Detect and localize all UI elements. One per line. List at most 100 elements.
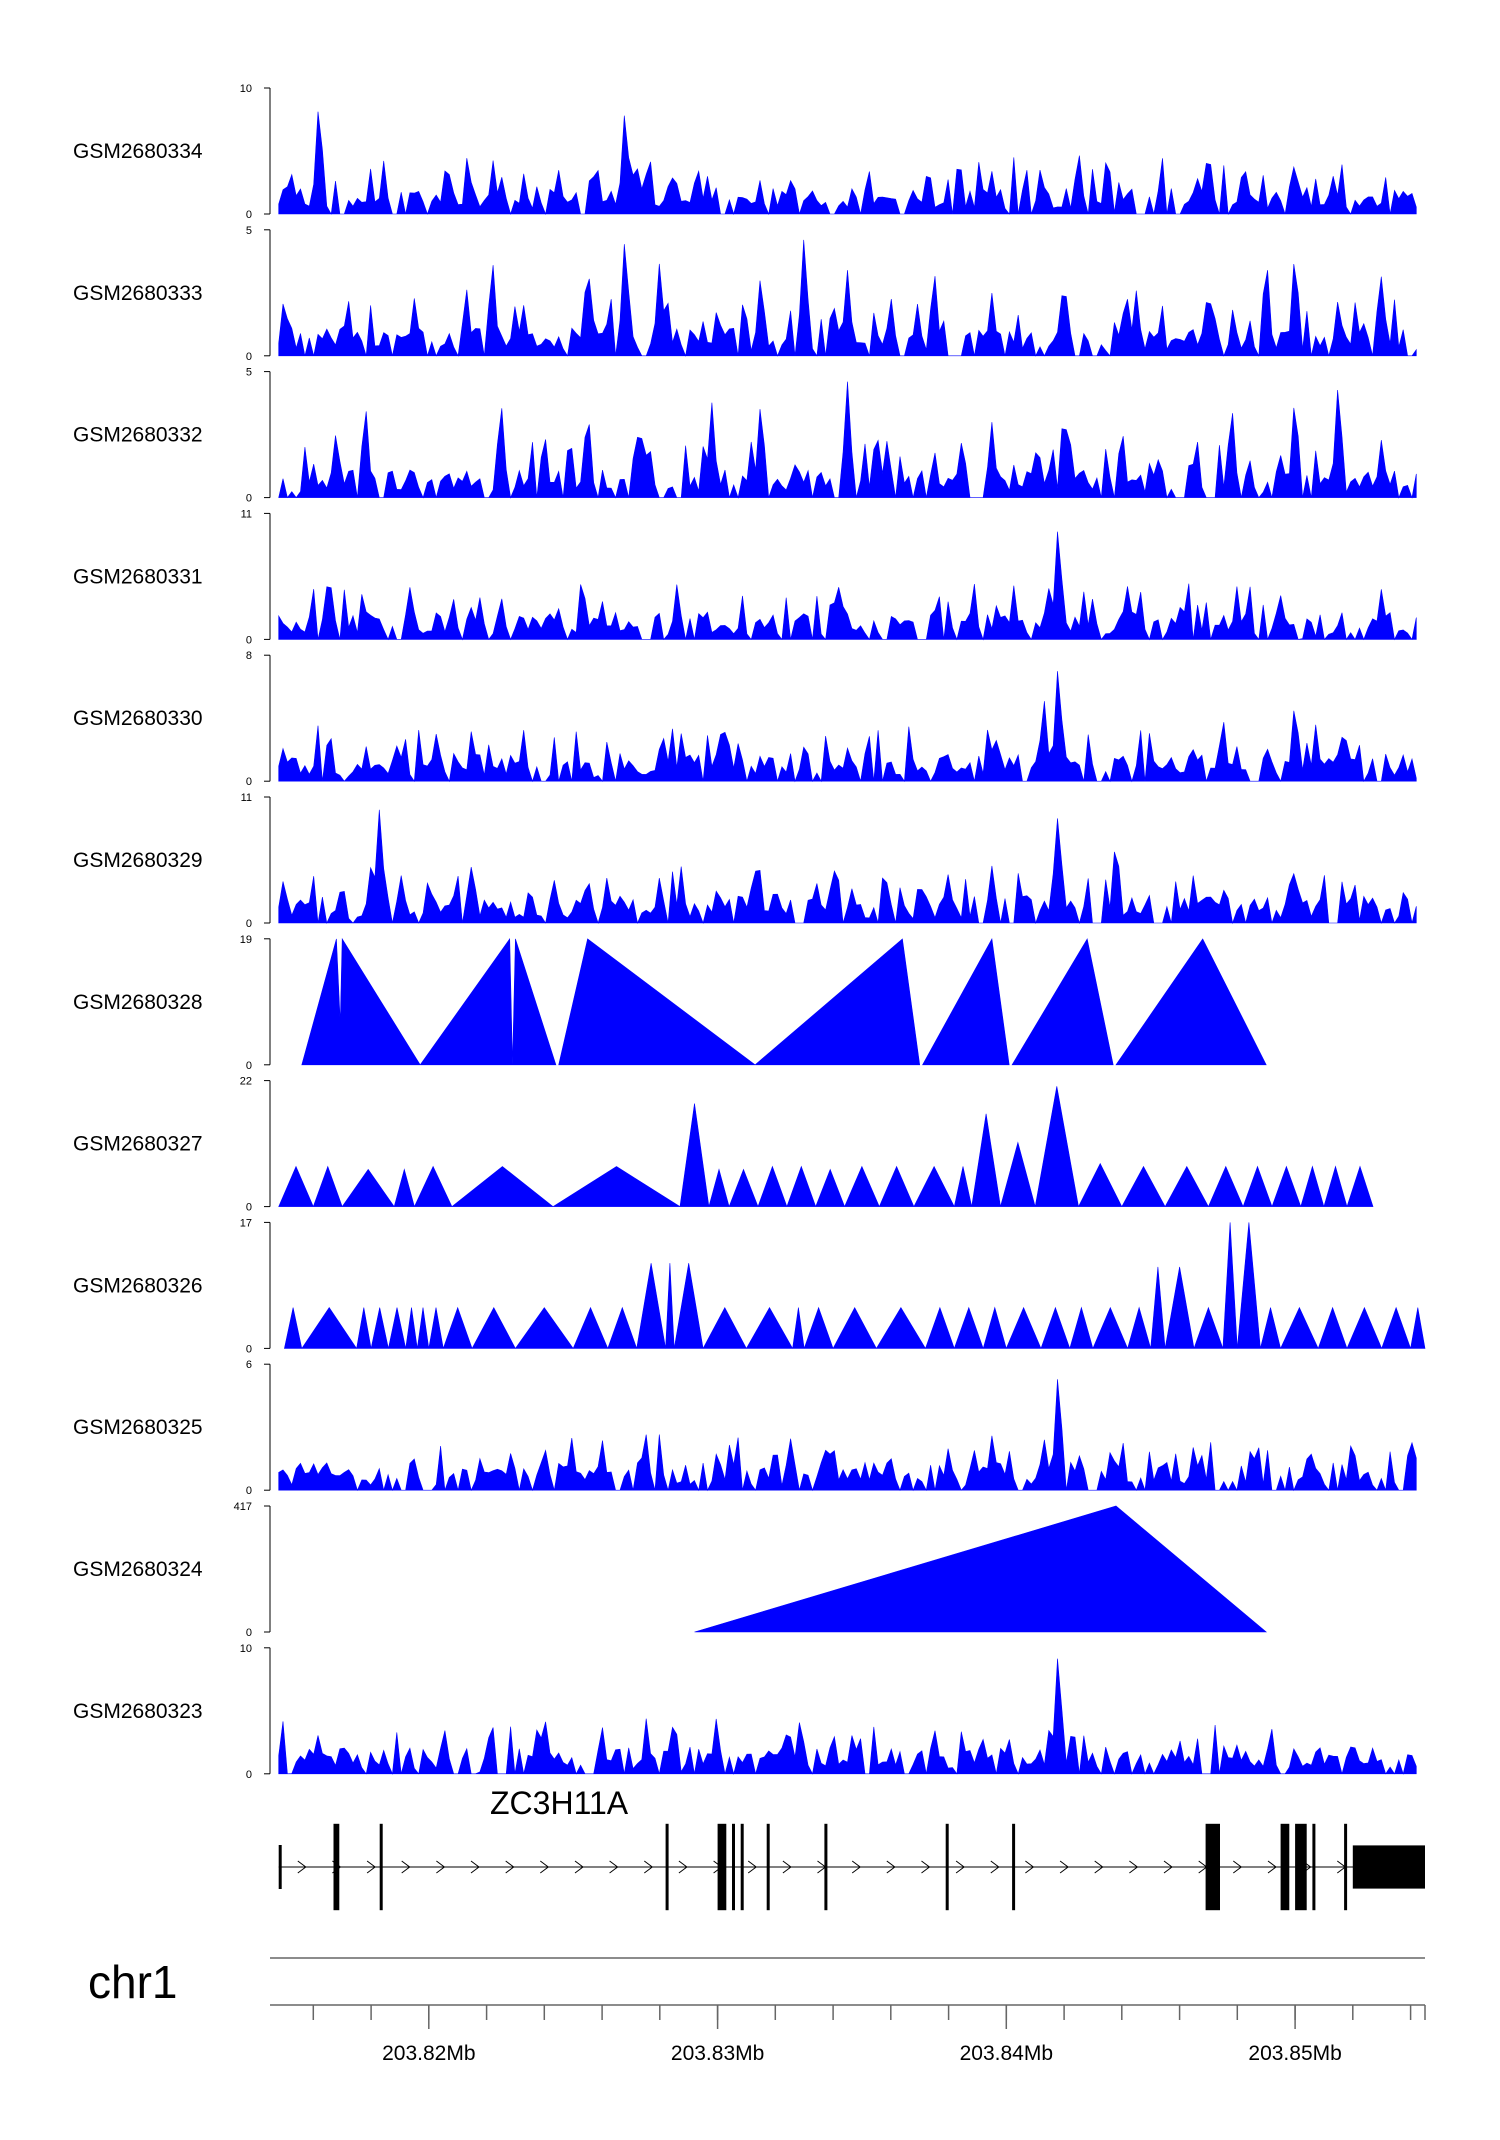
y-max-label: 11: [241, 792, 252, 804]
exon: [333, 1823, 340, 1911]
coverage-GSM2680326: [284, 1222, 1426, 1349]
strand-chevron: [470, 1860, 480, 1874]
track-GSM2680324: GSM2680324 417 0: [73, 1501, 1268, 1639]
gene-label: ZC3H11A: [490, 1785, 629, 1821]
strand-chevron: [540, 1860, 550, 1874]
strand-chevron: [1059, 1860, 1069, 1874]
y-max-label: 417: [234, 1501, 252, 1513]
strand-chevron: [921, 1860, 931, 1874]
track-label: GSM2680331: [73, 565, 203, 588]
strand-chevron: [574, 1860, 584, 1874]
y-min-label: 0: [246, 1202, 252, 1214]
exon: [1012, 1823, 1016, 1911]
coverage-GSM2680323: [278, 1658, 1417, 1775]
track-label: GSM2680333: [73, 282, 203, 305]
y-min-label: 0: [246, 1627, 252, 1639]
track-GSM2680330: GSM2680330 8 0: [73, 650, 1417, 788]
y-min-label: 0: [246, 918, 252, 930]
exon: [824, 1823, 828, 1911]
coverage-GSM2680330: [278, 671, 1417, 783]
strand-chevron: [297, 1860, 307, 1874]
exon: [740, 1823, 744, 1911]
strand-chevron: [886, 1860, 896, 1874]
coverage-GSM2680327: [278, 1086, 1374, 1207]
coverage-GSM2680329: [278, 809, 1417, 925]
track-GSM2680326: GSM2680326 17 0: [73, 1217, 1426, 1355]
strand-chevron: [851, 1860, 862, 1874]
y-min-label: 0: [246, 1485, 252, 1497]
y-min-label: 0: [246, 1769, 252, 1781]
strand-chevron: [366, 1860, 376, 1874]
y-min-label: 0: [246, 1060, 252, 1072]
y-max-label: 5: [246, 367, 252, 379]
coverage-GSM2680328: [301, 937, 1267, 1066]
strand-chevron: [678, 1860, 688, 1874]
y-max-label: 6: [246, 1359, 252, 1371]
strand-chevron: [1094, 1860, 1104, 1874]
exon: [1280, 1823, 1290, 1911]
gene-track: ZC3H11A: [278, 1785, 1425, 1911]
coverage-GSM2680334: [278, 111, 1417, 216]
y-max-label: 10: [240, 83, 252, 95]
strand-chevron: [401, 1860, 411, 1874]
track-label: GSM2680334: [73, 140, 203, 163]
exon: [1205, 1823, 1220, 1911]
strand-chevron: [609, 1860, 619, 1874]
data-tracks: GSM2680334100GSM268033350GSM268033250GSM…: [73, 83, 1426, 1781]
track-GSM2680327: GSM2680327 22 0: [73, 1076, 1374, 1214]
strand-chevron: [1233, 1860, 1243, 1874]
exon: [717, 1823, 727, 1911]
y-min-label: 0: [246, 493, 252, 505]
exon: [665, 1823, 669, 1911]
exon: [1312, 1823, 1316, 1911]
track-label: GSM2680329: [73, 849, 203, 872]
y-min-label: 0: [246, 209, 252, 221]
chromosome-label: chr1: [88, 1956, 177, 2008]
y-max-label: 11: [241, 508, 252, 520]
chromosome-axis: chr1 203.82Mb 203.83Mb 203.84Mb 203.85Mb: [88, 1956, 1426, 2065]
exon: [278, 1845, 282, 1889]
strand-chevron: [1025, 1860, 1035, 1874]
track-GSM2680329: GSM2680329 11 0: [73, 792, 1417, 930]
x-tick-label: 203.82Mb: [382, 2042, 475, 2065]
strand-chevron: [955, 1860, 965, 1874]
track-label: GSM2680324: [73, 1558, 203, 1581]
y-min-label: 0: [246, 351, 252, 363]
y-max-label: 19: [240, 934, 252, 946]
strand-chevron: [990, 1860, 1000, 1874]
exon: [945, 1823, 949, 1911]
strand-chevron: [436, 1860, 446, 1874]
exon: [1344, 1823, 1348, 1911]
coverage-GSM2680332: [278, 381, 1417, 499]
track-GSM2680323: GSM2680323 10 0: [73, 1643, 1417, 1781]
track-label: GSM2680330: [73, 707, 203, 730]
y-min-label: 0: [246, 776, 252, 788]
track-GSM2680331: GSM2680331 11 0: [73, 508, 1417, 646]
track-GSM2680332: GSM2680332 5 0: [73, 367, 1417, 505]
strand-chevron: [747, 1860, 758, 1874]
y-max-label: 8: [246, 650, 252, 662]
y-min-label: 0: [246, 634, 252, 646]
track-GSM2680325: GSM2680325 6 0: [73, 1359, 1417, 1497]
y-max-label: 10: [240, 1643, 252, 1655]
track-label: GSM2680332: [73, 424, 203, 447]
y-max-label: 22: [240, 1076, 252, 1088]
track-label: GSM2680323: [73, 1700, 203, 1723]
track-GSM2680333: GSM2680333 5 0: [73, 225, 1417, 363]
exon: [732, 1823, 735, 1911]
x-tick-label: 203.85Mb: [1248, 2042, 1341, 2065]
coverage-GSM2680333: [278, 239, 1417, 357]
exon: [1295, 1823, 1307, 1911]
track-label: GSM2680325: [73, 1416, 203, 1439]
strand-chevron: [505, 1860, 515, 1874]
exon: [766, 1823, 770, 1911]
y-max-label: 17: [240, 1217, 252, 1229]
coverage-GSM2680325: [278, 1379, 1417, 1492]
y-max-label: 5: [246, 225, 252, 237]
y-min-label: 0: [246, 1343, 252, 1355]
strand-chevron: [1267, 1860, 1277, 1874]
strand-chevron: [1129, 1860, 1139, 1874]
x-tick-label: 203.84Mb: [960, 2042, 1053, 2065]
track-label: GSM2680328: [73, 991, 203, 1014]
